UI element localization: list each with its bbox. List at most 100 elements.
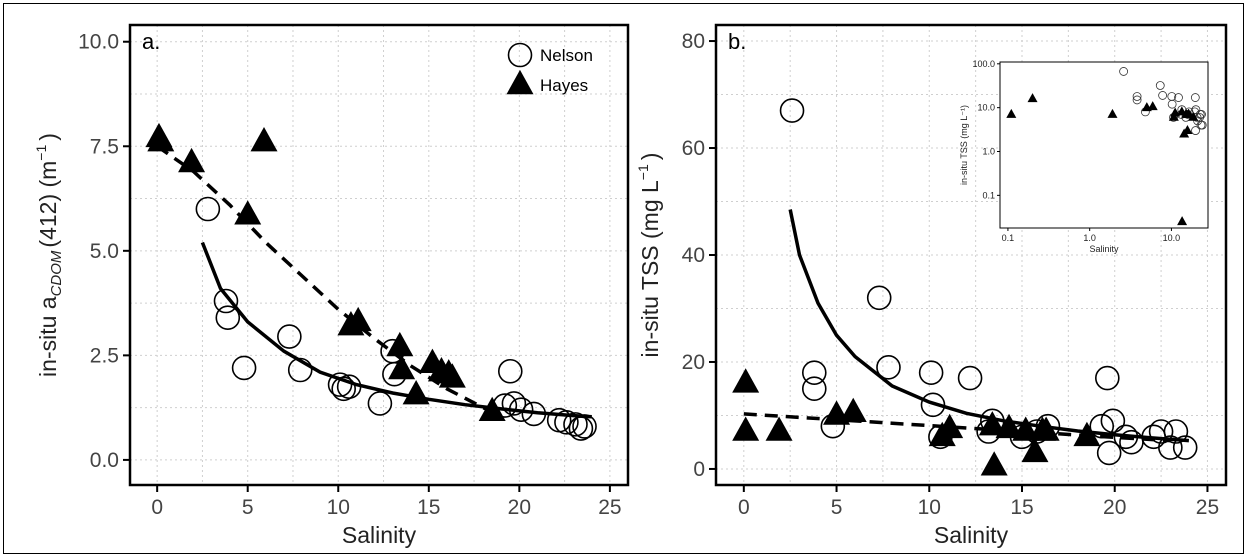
panel-1-hayes-point [1073,421,1101,447]
panel-0-hayes-point [402,380,430,405]
inset-hayes-point [1182,125,1193,135]
panel-1-nelson-point [1163,419,1189,444]
panel-1-nelson-point [801,360,827,385]
panel-0-x-tick-label: 25 [598,496,621,519]
inset-nelson-point [1155,81,1165,90]
panel-1-nelson-point [918,360,944,385]
panel-0-y-tick-label: 7.5 [90,135,119,158]
inset-y-tick-label: 100.0 [972,59,995,69]
inset-y-tick-label: 0.1 [982,190,995,200]
panel-0-x-tick-label: 15 [417,496,440,519]
panel-0-hayes-point [386,331,414,357]
panel-1-nelson-point [1158,435,1183,460]
panel-1-nelson-point [1148,419,1174,444]
panel-1-nelson-point [866,285,892,311]
inset-hayes-point [1177,216,1188,226]
panel-1-y-tick-label: 20 [682,351,705,374]
inset-nelson-point [1197,110,1206,119]
inset-hayes-point [1107,108,1118,118]
panel-0-nelson-point [367,391,393,416]
panel-0-x-tick-label: 0 [151,496,163,519]
panel-1-hayes-point [978,411,1006,436]
panel-0-nelson-point [213,288,239,314]
panel-1-hayes-point [732,368,760,393]
panel-0-nelson-point [195,196,221,222]
inset-x-tick-label: 0.1 [1002,233,1015,243]
panel-0-y-axis-label-end: ) [35,133,61,141]
panel-0-y-axis-label-sup: −1 [33,145,49,161]
panel-1-nelson-point [1096,440,1122,466]
legend-hayes-label: Hayes [540,76,588,95]
panel-1-nelson-point [1172,435,1198,460]
inset-hayes-point [1147,101,1158,111]
panel-0-nelson-point [497,358,523,384]
inset-nelson-point [1197,120,1207,130]
panel-1-y-tick-label: 40 [682,244,705,267]
panel-1-nelson-point [957,365,983,391]
panel-1-y-axis-label-main: in-situ TSS (mg L [637,180,663,357]
inset-y-tick-label: 10.0 [977,103,995,113]
panel-1-y-tick-label: 80 [682,30,705,53]
panel-1-hayes-point [1032,416,1060,441]
panel-1-hayes-point [995,413,1023,439]
panel-0-nelson-point [554,409,579,435]
panel-1-fit-nelson [788,209,1190,443]
figure-frame [3,3,1244,554]
inset-plot: 0.1 1.0 10.0 0.1 1.0 10.0 100.0 Salinity in-situ… [959,59,1209,254]
panel-0-nelson-point [287,357,313,383]
panel-1-x-tick-label: 15 [1010,496,1033,519]
panel-0-nelson-point [501,391,527,416]
panel-1-label: b. [728,29,746,54]
panel-0-label: a. [142,29,160,54]
panel-0-y-axis-label: in-situ aCDOM (412) (m−1) [33,133,65,377]
panel-0-nelson-point [521,401,547,427]
panel-1-hayes-point [1021,437,1049,463]
panel-0-plot: 0 5 10 15 20 25 0.0 2.5 5.0 7.5 10.0 a. Salinity in-s… [33,23,630,548]
panel-0-y-tick-label: 0.0 [90,449,119,472]
panel-1-x-axis-label: Salinity [934,522,1009,548]
panel-1-x-tick-label: 5 [831,496,843,519]
panel-0-nelson-point [327,372,353,397]
panel-1-y-axis-label: in-situ TSS (mg L−1) [635,153,663,358]
panel-1-nelson-point [876,355,901,380]
panel-1-y-tick-label: 0 [693,458,705,481]
panel-0-nelson-point [568,416,594,441]
panel-0-nelson-point [231,355,257,381]
legend-nelson-label: Nelson [540,46,593,65]
panel-1-hayes-point [732,416,760,441]
legend-hayes-marker [506,69,534,95]
panel-0-nelson-point [546,407,572,433]
panel-0-y-tick-label: 5.0 [90,240,119,263]
panel-0-y-tick-label: 10.0 [78,31,119,54]
panel-0-y-axis-label-sub: CDOM [48,250,65,296]
panel-1-nelson-point [1100,408,1126,434]
inset-axes-box [999,61,1209,229]
panel-0-nelson-point [215,305,241,331]
panel-0-nelson-point [508,397,534,423]
panel-1-x-tick-label: 0 [738,496,750,519]
inset-y-axis-label: in-situ TSS (mg L⁻¹) [959,105,969,185]
panel-1-nelson-point [779,98,805,123]
panel-1-y-tick-label: 60 [682,137,705,160]
panel-0-nelson-point [563,412,588,437]
inset-x-tick-label: 1.0 [1083,233,1096,243]
panel-1-x-tick-label: 25 [1196,496,1219,519]
panel-1-nelson-point [920,392,946,418]
panel-0-fit-nelson [200,241,592,419]
inset-hayes-point [1188,111,1199,121]
panel-0-hayes-point [178,147,206,173]
inset-nelson-point [1119,67,1129,76]
panel-0-x-axis-label: Salinity [342,522,417,548]
legend-nelson-marker [507,42,533,68]
panel-1-nelson-point [1113,424,1139,450]
panel-0-nelson-point [572,414,597,439]
panel-0-hayes-point [234,200,262,225]
panel-1-nelson-point [1095,365,1120,391]
panel-1-nelson-point [1119,429,1144,455]
inset-nelson-point [1174,93,1183,102]
panel-0-hayes-point [438,363,466,388]
panel-0-hayes-point [388,354,416,380]
panel-1-hayes-point [765,416,793,441]
inset-background [1000,62,1208,228]
panel-1-fit-hayes [743,412,1171,443]
